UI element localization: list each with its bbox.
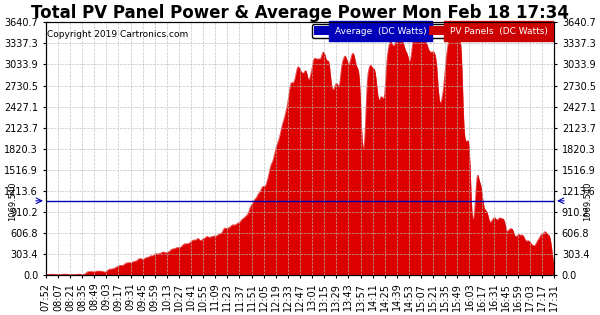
Text: Copyright 2019 Cartronics.com: Copyright 2019 Cartronics.com xyxy=(47,30,188,39)
Text: 1069.540: 1069.540 xyxy=(583,181,592,220)
Text: 1069.540: 1069.540 xyxy=(8,181,17,220)
Title: Total PV Panel Power & Average Power Mon Feb 18 17:34: Total PV Panel Power & Average Power Mon… xyxy=(31,4,569,22)
Legend: Average  (DC Watts), PV Panels  (DC Watts): Average (DC Watts), PV Panels (DC Watts) xyxy=(313,24,550,37)
